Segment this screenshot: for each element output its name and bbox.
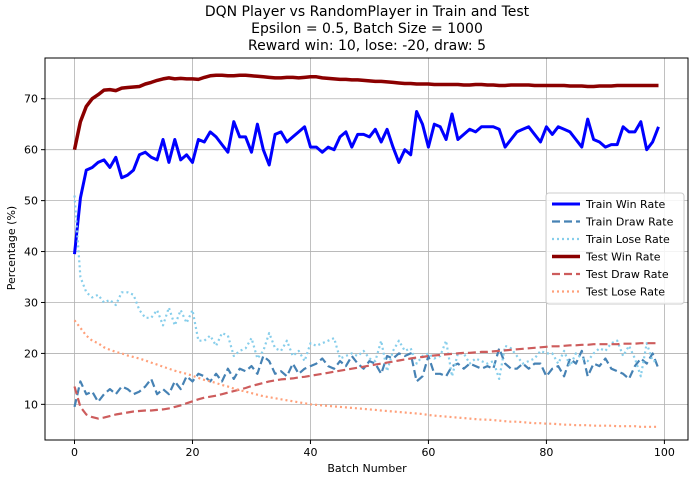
x-tick-label: 20 bbox=[185, 446, 199, 459]
series-line-test-lose-rate bbox=[73, 319, 659, 428]
y-tick-label: 20 bbox=[24, 347, 38, 360]
series-line-train-lose-rate bbox=[73, 195, 659, 380]
series-line-test-win-rate bbox=[72, 73, 659, 151]
y-tick-label: 30 bbox=[24, 296, 38, 309]
chart-title-line-2: Epsilon = 0.5, Batch Size = 1000 bbox=[251, 21, 483, 37]
x-tick-label: 80 bbox=[539, 446, 553, 459]
series-line-test-draw-rate bbox=[73, 342, 659, 420]
chart-title: DQN Player vs RandomPlayer in Train and … bbox=[205, 4, 530, 54]
x-tick-label: 60 bbox=[421, 446, 435, 459]
y-tick-label: 60 bbox=[24, 144, 38, 157]
x-tick-label: 100 bbox=[654, 446, 675, 459]
legend-box bbox=[545, 192, 685, 305]
y-tick-label: 40 bbox=[24, 246, 38, 259]
y-tick-label: 10 bbox=[24, 398, 38, 411]
legend-label-test-win-rate: Test Win Rate bbox=[585, 251, 661, 264]
axis-ticks: 0 20 40 60 80 100 10 20 30 40 50 60 70 bbox=[24, 93, 675, 459]
y-tick-label: 70 bbox=[24, 93, 38, 106]
x-axis-label: Batch Number bbox=[327, 462, 407, 475]
plot-lines bbox=[72, 73, 660, 428]
y-axis-label: Percentage (%) bbox=[5, 206, 18, 290]
legend-label-train-draw-rate: Train Draw Rate bbox=[585, 216, 674, 229]
x-tick-label: 40 bbox=[303, 446, 317, 459]
legend-label-test-draw-rate: Test Draw Rate bbox=[585, 268, 669, 281]
plot-frame bbox=[44, 57, 689, 441]
chart-title-line-3: Reward win: 10, lose: -20, draw: 5 bbox=[248, 38, 486, 54]
legend-label-train-lose-rate: Train Lose Rate bbox=[585, 233, 670, 246]
series-line-train-draw-rate bbox=[73, 347, 660, 408]
y-tick-label: 50 bbox=[24, 195, 38, 208]
series-line-train-win-rate bbox=[73, 110, 660, 255]
legend-label-train-win-rate: Train Win Rate bbox=[585, 198, 666, 211]
legend-label-test-lose-rate: Test Lose Rate bbox=[585, 286, 665, 299]
x-tick-label: 0 bbox=[71, 446, 78, 459]
chart-title-line-1: DQN Player vs RandomPlayer in Train and … bbox=[205, 4, 530, 20]
legend: Train Win Rate Train Draw Rate Train Lose … bbox=[545, 192, 685, 305]
